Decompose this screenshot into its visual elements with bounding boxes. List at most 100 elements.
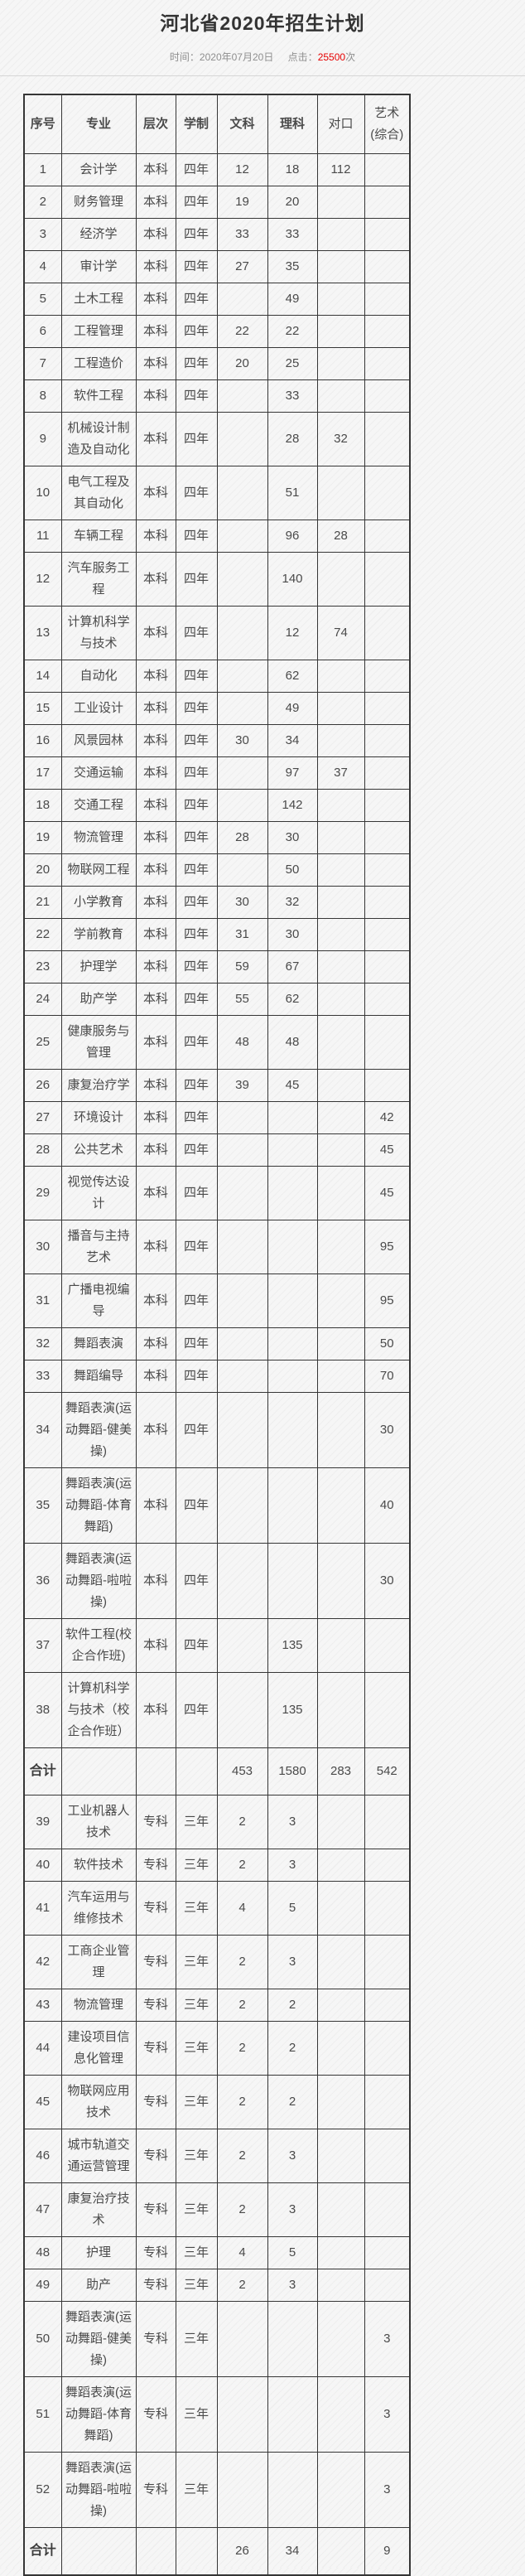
cell-level: 本科 bbox=[135, 379, 176, 413]
cell-like: 135 bbox=[267, 1672, 318, 1748]
cell-level: 本科 bbox=[135, 218, 176, 251]
cell-duikou bbox=[316, 1069, 365, 1102]
table-row: 14 自动化 本科 四年 62 bbox=[23, 660, 411, 693]
cell-like: 49 bbox=[267, 692, 318, 725]
cell-years: 四年 bbox=[175, 660, 218, 693]
column-header-years: 学制 bbox=[175, 94, 218, 154]
cell-duikou bbox=[316, 1220, 365, 1274]
cell-like: 20 bbox=[267, 186, 318, 219]
cell-major: 自动化 bbox=[60, 660, 137, 693]
cell-level: 本科 bbox=[135, 1015, 176, 1070]
cell-wenke bbox=[216, 2376, 268, 2453]
cell-level: 专科 bbox=[135, 2269, 176, 2302]
cell-level: 本科 bbox=[135, 520, 176, 553]
cell-yishu bbox=[364, 520, 411, 553]
cell-major: 经济学 bbox=[60, 218, 137, 251]
cell-like bbox=[267, 1360, 318, 1393]
cell-duikou: 37 bbox=[316, 756, 365, 790]
cell-years: 四年 bbox=[175, 520, 218, 553]
table-row: 32 舞蹈表演 本科 四年 50 bbox=[23, 1327, 411, 1360]
cell-years: 三年 bbox=[175, 1795, 218, 1849]
cell-yishu: 542 bbox=[364, 1747, 411, 1795]
table-row: 16 风景园林 本科 四年 30 34 bbox=[23, 724, 411, 757]
cell-no: 18 bbox=[23, 789, 62, 822]
table-row: 1 会计学 本科 四年 12 18 112 bbox=[23, 153, 411, 186]
cell-years: 四年 bbox=[175, 283, 218, 316]
cell-years: 四年 bbox=[175, 1392, 218, 1468]
cell-years: 四年 bbox=[175, 918, 218, 951]
table-body: 1 会计学 本科 四年 12 18 112 2 财务管理 本科 四年 19 20 3 经济学 本科 四年 33 33… bbox=[23, 153, 411, 2576]
cell-like: 49 bbox=[267, 283, 318, 316]
cell-no: 4 bbox=[23, 250, 62, 283]
cell-level: 本科 bbox=[135, 1392, 176, 1468]
cell-major: 播音与主持艺术 bbox=[60, 1220, 137, 1274]
cell-major: 工程管理 bbox=[60, 315, 137, 348]
cell-like bbox=[267, 1220, 318, 1274]
cell-years: 三年 bbox=[175, 2236, 218, 2269]
cell-no: 42 bbox=[23, 1935, 62, 1989]
cell-like: 34 bbox=[267, 2527, 318, 2576]
cell-wenke: 48 bbox=[216, 1015, 268, 1070]
cell-wenke bbox=[216, 1618, 268, 1673]
cell-major: 财务管理 bbox=[60, 186, 137, 219]
click-count: 点击：25500次 bbox=[287, 51, 356, 63]
table-row: 13 计算机科学与技术 本科 四年 12 74 bbox=[23, 606, 411, 660]
cell-no: 50 bbox=[23, 2301, 62, 2377]
cell-like: 1580 bbox=[267, 1747, 318, 1795]
publish-time: 时间：2020年07月20日 bbox=[169, 51, 274, 63]
cell-major: 物流管理 bbox=[60, 1989, 137, 2022]
cell-level: 本科 bbox=[135, 983, 176, 1016]
cell-major bbox=[60, 2527, 137, 2576]
cell-like: 12 bbox=[267, 606, 318, 660]
table-row: 7 工程造价 本科 四年 20 25 bbox=[23, 347, 411, 380]
cell-like: 22 bbox=[267, 315, 318, 348]
table-row: 11 车辆工程 本科 四年 96 28 bbox=[23, 520, 411, 553]
cell-years: 四年 bbox=[175, 950, 218, 984]
cell-major: 健康服务与管理 bbox=[60, 1015, 137, 1070]
cell-like: 45 bbox=[267, 1069, 318, 1102]
cell-major: 护理 bbox=[60, 2236, 137, 2269]
cell-level: 本科 bbox=[135, 1133, 176, 1167]
cell-yishu: 70 bbox=[364, 1360, 411, 1393]
table-head: 序号 专业 层次 学制 文科 理科 对口 艺术(综合) bbox=[23, 94, 411, 154]
cell-years: 四年 bbox=[175, 1672, 218, 1748]
cell-yishu bbox=[364, 412, 411, 466]
cell-yishu bbox=[364, 756, 411, 790]
cell-years: 四年 bbox=[175, 1274, 218, 1328]
cell-no: 合计 bbox=[23, 1747, 62, 1795]
cell-level: 专科 bbox=[135, 1849, 176, 1882]
table-row: 47 康复治疗技术 专科 三年 2 3 bbox=[23, 2182, 411, 2237]
cell-major: 广播电视编导 bbox=[60, 1274, 137, 1328]
cell-like: 62 bbox=[267, 983, 318, 1016]
cell-years: 四年 bbox=[175, 1543, 218, 1619]
cell-duikou bbox=[316, 1935, 365, 1989]
cell-duikou bbox=[316, 918, 365, 951]
cell-no: 26 bbox=[23, 1069, 62, 1102]
cell-like: 18 bbox=[267, 153, 318, 186]
cell-major: 城市轨道交通运营管理 bbox=[60, 2129, 137, 2183]
cell-years: 四年 bbox=[175, 692, 218, 725]
cell-duikou: 74 bbox=[316, 606, 365, 660]
cell-level: 本科 bbox=[135, 347, 176, 380]
cell-level: 本科 bbox=[135, 1327, 176, 1360]
cell-years: 四年 bbox=[175, 1618, 218, 1673]
cell-level: 本科 bbox=[135, 918, 176, 951]
cell-yishu: 45 bbox=[364, 1166, 411, 1220]
cell-wenke bbox=[216, 692, 268, 725]
table-row: 36 舞蹈表演(运动舞蹈-啦啦操) 本科 四年 30 bbox=[23, 1543, 411, 1619]
article-header: 河北省2020年招生计划 时间：2020年07月20日 点击：25500次 bbox=[0, 0, 525, 64]
cell-yishu bbox=[364, 1618, 411, 1673]
cell-level: 专科 bbox=[135, 2376, 176, 2453]
cell-no: 32 bbox=[23, 1327, 62, 1360]
cell-level: 本科 bbox=[135, 186, 176, 219]
cell-no: 24 bbox=[23, 983, 62, 1016]
column-header-duikou: 对口 bbox=[316, 94, 365, 154]
table-row: 28 公共艺术 本科 四年 45 bbox=[23, 1133, 411, 1167]
cell-like: 50 bbox=[267, 853, 318, 887]
cell-yishu bbox=[364, 552, 411, 607]
table-row: 34 舞蹈表演(运动舞蹈-健美操) 本科 四年 30 bbox=[23, 1392, 411, 1468]
cell-years: 四年 bbox=[175, 412, 218, 466]
cell-no: 17 bbox=[23, 756, 62, 790]
table-row: 23 护理学 本科 四年 59 67 bbox=[23, 950, 411, 984]
cell-no: 40 bbox=[23, 1849, 62, 1882]
